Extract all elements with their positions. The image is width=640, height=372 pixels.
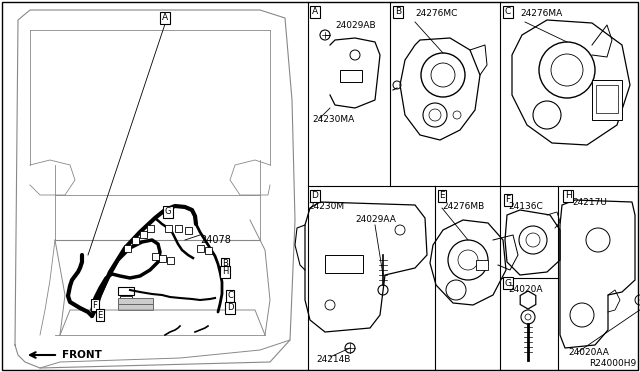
Text: FRONT: FRONT bbox=[62, 350, 102, 360]
Bar bbox=[147, 224, 154, 231]
Text: E: E bbox=[97, 311, 102, 320]
Bar bbox=[340, 70, 362, 82]
Text: 24029AA: 24029AA bbox=[355, 215, 396, 224]
Text: B: B bbox=[395, 7, 401, 16]
Bar bbox=[124, 244, 131, 251]
Text: F: F bbox=[93, 301, 97, 310]
Bar bbox=[159, 254, 166, 262]
Bar bbox=[118, 298, 153, 304]
Text: 24217U: 24217U bbox=[572, 198, 607, 207]
Text: 24276MA: 24276MA bbox=[520, 9, 563, 18]
Bar bbox=[205, 247, 211, 253]
Text: 24020AA: 24020AA bbox=[568, 348, 609, 357]
Text: D: D bbox=[312, 192, 319, 201]
Text: 24029AB: 24029AB bbox=[335, 21, 376, 30]
Bar bbox=[131, 237, 138, 244]
Bar bbox=[118, 304, 153, 310]
Bar bbox=[476, 260, 488, 270]
Text: R24000H9: R24000H9 bbox=[589, 359, 636, 368]
Bar bbox=[166, 257, 173, 263]
Text: C: C bbox=[505, 7, 511, 16]
Text: 24276MB: 24276MB bbox=[442, 202, 484, 211]
Text: 24276MC: 24276MC bbox=[415, 9, 458, 18]
Bar bbox=[196, 244, 204, 251]
Bar bbox=[152, 253, 159, 260]
Bar bbox=[118, 287, 134, 295]
Bar bbox=[140, 231, 147, 237]
Text: D: D bbox=[227, 304, 233, 312]
Text: C: C bbox=[227, 292, 233, 301]
Text: A: A bbox=[162, 13, 168, 22]
Bar bbox=[120, 296, 132, 302]
Bar bbox=[164, 224, 172, 231]
Text: B: B bbox=[222, 260, 228, 269]
Text: 24020A: 24020A bbox=[508, 285, 543, 294]
Text: 24214B: 24214B bbox=[316, 355, 350, 364]
Text: H: H bbox=[564, 192, 572, 201]
Text: 24078: 24078 bbox=[200, 235, 231, 245]
Text: A: A bbox=[312, 7, 318, 16]
Text: G: G bbox=[504, 279, 511, 288]
Text: 24136C: 24136C bbox=[508, 202, 543, 211]
Text: E: E bbox=[439, 192, 445, 201]
Text: H: H bbox=[222, 267, 228, 276]
Bar bbox=[325, 255, 363, 273]
Bar bbox=[175, 224, 182, 231]
Bar bbox=[592, 80, 622, 120]
Bar bbox=[184, 227, 191, 234]
Text: 24230MA: 24230MA bbox=[312, 115, 355, 124]
Bar bbox=[596, 85, 618, 113]
Text: F: F bbox=[506, 196, 511, 205]
Text: G: G bbox=[164, 208, 172, 217]
Text: 24230M: 24230M bbox=[308, 202, 344, 211]
